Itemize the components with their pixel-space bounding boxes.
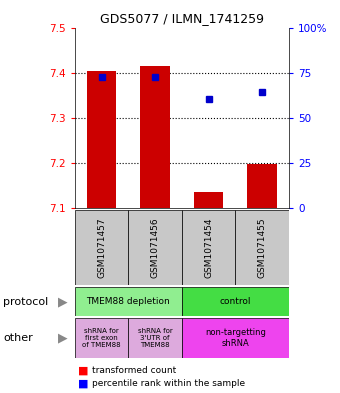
Text: other: other bbox=[3, 333, 33, 343]
Bar bbox=[129, 210, 182, 285]
Bar bbox=[194, 193, 223, 208]
Bar bbox=[235, 210, 289, 285]
Text: ■: ■ bbox=[78, 365, 89, 375]
Bar bbox=[248, 164, 277, 208]
Bar bbox=[182, 287, 289, 316]
Bar bbox=[182, 210, 235, 285]
Text: GSM1071454: GSM1071454 bbox=[204, 217, 213, 278]
Text: GSM1071455: GSM1071455 bbox=[258, 217, 267, 278]
Text: GSM1071457: GSM1071457 bbox=[97, 217, 106, 278]
Text: transformed count: transformed count bbox=[92, 366, 176, 375]
Bar bbox=[140, 66, 170, 208]
Bar bbox=[182, 318, 289, 358]
Text: shRNA for
3'UTR of
TMEM88: shRNA for 3'UTR of TMEM88 bbox=[138, 328, 172, 348]
Text: ▶: ▶ bbox=[58, 295, 68, 308]
Bar bbox=[75, 318, 129, 358]
Text: ▶: ▶ bbox=[58, 331, 68, 345]
Text: non-targetting
shRNA: non-targetting shRNA bbox=[205, 328, 266, 348]
Title: GDS5077 / ILMN_1741259: GDS5077 / ILMN_1741259 bbox=[100, 12, 264, 25]
Text: ■: ■ bbox=[78, 378, 89, 388]
Text: control: control bbox=[220, 297, 251, 306]
Bar bbox=[75, 287, 182, 316]
Text: TMEM88 depletion: TMEM88 depletion bbox=[86, 297, 170, 306]
Bar bbox=[75, 210, 129, 285]
Text: protocol: protocol bbox=[3, 297, 49, 307]
Text: GSM1071456: GSM1071456 bbox=[151, 217, 159, 278]
Text: percentile rank within the sample: percentile rank within the sample bbox=[92, 379, 245, 387]
Bar bbox=[87, 71, 116, 208]
Bar bbox=[129, 318, 182, 358]
Text: shRNA for
first exon
of TMEM88: shRNA for first exon of TMEM88 bbox=[82, 328, 121, 348]
